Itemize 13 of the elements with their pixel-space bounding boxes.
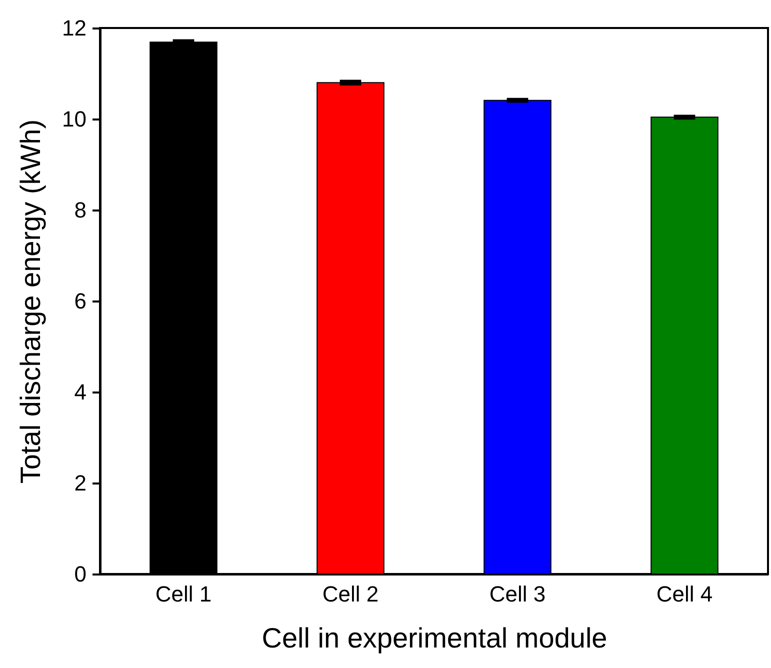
y-tick-label: 8 <box>74 198 86 222</box>
x-tick-label: Cell 3 <box>489 582 546 606</box>
x-tick-label: Cell 2 <box>322 582 379 606</box>
y-tick-label: 4 <box>74 380 86 404</box>
y-tick-label: 0 <box>74 562 86 586</box>
x-tick-label: Cell 1 <box>155 582 212 606</box>
x-axis-title: Cell in experimental module <box>262 622 608 654</box>
y-axis-title: Total discharge energy (kWh) <box>15 119 46 484</box>
y-tick-label: 10 <box>62 106 86 132</box>
x-tick-label: Cell 4 <box>656 582 713 606</box>
y-tick-label: 2 <box>74 470 86 496</box>
y-tick-label: 12 <box>62 16 86 40</box>
y-tick-label: 6 <box>74 288 86 314</box>
